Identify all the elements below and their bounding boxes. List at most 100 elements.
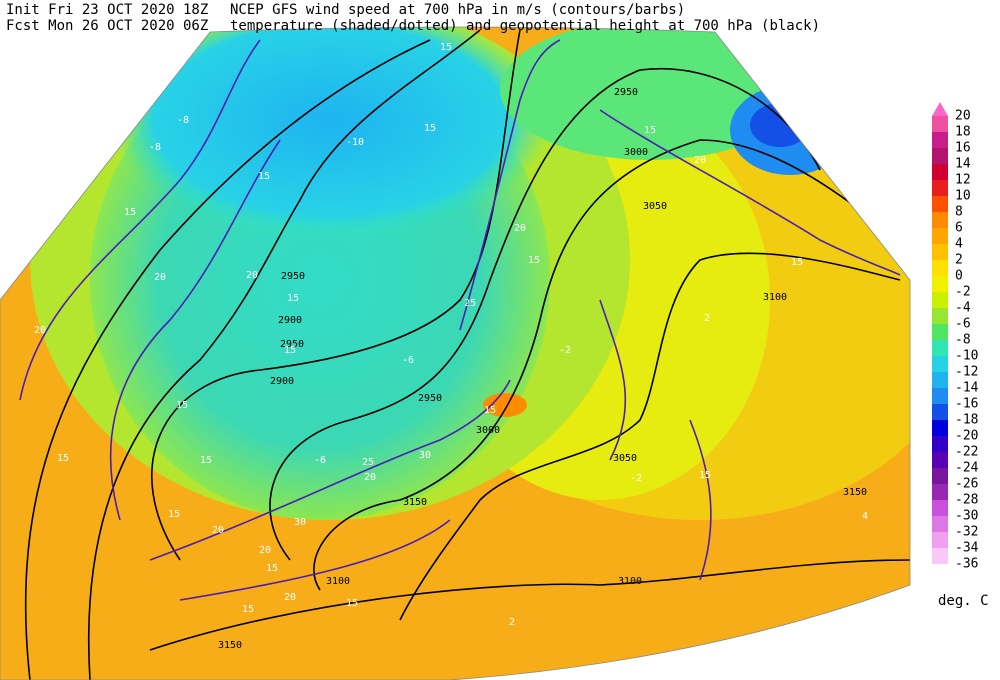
height-label: 2950 bbox=[281, 271, 305, 282]
height-label: 3100 bbox=[326, 576, 350, 587]
height-label: 3150 bbox=[843, 487, 867, 498]
temperature-label: -2 bbox=[630, 473, 642, 484]
height-label: 2950 bbox=[614, 87, 638, 98]
colorbar-swatch bbox=[932, 500, 948, 516]
wind-contours bbox=[19, 39, 901, 601]
height-label: 3100 bbox=[618, 576, 642, 587]
colorbar-label: 6 bbox=[955, 221, 963, 236]
colorbar-swatch bbox=[932, 148, 948, 164]
wind-label: 20 bbox=[34, 325, 46, 336]
wind-label: 15 bbox=[484, 405, 496, 416]
colorbar-label: -8 bbox=[955, 333, 971, 348]
colorbar-label: 10 bbox=[955, 189, 971, 204]
colorbar-swatch bbox=[932, 404, 948, 420]
colorbar-label: 20 bbox=[955, 109, 971, 124]
colorbar-label: -24 bbox=[955, 461, 979, 476]
title-line: temperature (shaded/dotted) and geopoten… bbox=[230, 18, 820, 34]
colorbar-label: 18 bbox=[955, 125, 971, 140]
wind-label: 15 bbox=[440, 42, 452, 53]
colorbar-label: -16 bbox=[955, 397, 978, 412]
wind-label: 15 bbox=[57, 453, 69, 464]
height-label: 3000 bbox=[476, 425, 500, 436]
temperature-label: -2 bbox=[559, 345, 571, 356]
wind-label: 20 bbox=[694, 155, 706, 166]
wind-label: 30 bbox=[419, 450, 431, 461]
temperature-label: -10 bbox=[346, 137, 364, 148]
fcst-label: Fcst Mon 26 OCT 2020 06Z bbox=[6, 18, 208, 34]
height-label: 3050 bbox=[613, 453, 637, 464]
height-label: 2950 bbox=[418, 393, 442, 404]
colorbar-swatch bbox=[932, 212, 948, 228]
wind-label: 15 bbox=[284, 345, 296, 356]
wind-label: 15 bbox=[644, 125, 656, 136]
temperature-label: -8 bbox=[177, 115, 189, 126]
colorbar-label: -30 bbox=[955, 509, 978, 524]
height-label: 3150 bbox=[218, 640, 242, 651]
colorbar-swatch bbox=[932, 180, 948, 196]
colorbar-swatch bbox=[932, 308, 948, 324]
wind-label: 15 bbox=[287, 293, 299, 304]
wind-label: 25 bbox=[464, 298, 476, 309]
colorbar-label: -10 bbox=[955, 349, 978, 364]
colorbar-swatch bbox=[932, 228, 948, 244]
temperature-label: -6 bbox=[402, 355, 414, 366]
wind-label: 15 bbox=[791, 257, 803, 268]
wind-label: 15 bbox=[242, 604, 254, 615]
colorbar-swatch bbox=[932, 532, 948, 548]
colorbar-label: 12 bbox=[955, 173, 971, 188]
temperature-label: -6 bbox=[314, 455, 326, 466]
temperature-label: 2 bbox=[509, 617, 515, 628]
temperature-label: -8 bbox=[149, 142, 161, 153]
colorbar-label: -6 bbox=[955, 317, 971, 332]
colorbar-label: 14 bbox=[955, 157, 971, 172]
height-label: 3000 bbox=[624, 147, 648, 158]
colorbar-swatch bbox=[932, 324, 948, 340]
wind-label: 15 bbox=[200, 455, 212, 466]
colorbar-label: 0 bbox=[955, 269, 963, 284]
map-labels: 2950 3000 3050 3100 3150 3100 3050 3000 2950 2900… bbox=[34, 42, 868, 651]
height-label: 2950 bbox=[280, 339, 304, 350]
wind-label: 20 bbox=[212, 525, 224, 536]
wind-label: 15 bbox=[168, 509, 180, 520]
colorbar-label: -18 bbox=[955, 413, 978, 428]
colorbar-unit: deg. C bbox=[938, 593, 989, 609]
wind-label: 20 bbox=[514, 223, 526, 234]
colorbar-swatch bbox=[932, 276, 948, 292]
wind-label: 15 bbox=[528, 255, 540, 266]
height-label: 3150 bbox=[403, 497, 427, 508]
wind-label: 20 bbox=[364, 472, 376, 483]
temperature-field bbox=[500, 27, 800, 160]
map-border bbox=[0, 26, 911, 680]
colorbar-swatch bbox=[932, 516, 948, 532]
wind-label: 25 bbox=[362, 457, 374, 468]
wind-label: 15 bbox=[266, 563, 278, 574]
height-label: 3100 bbox=[763, 292, 787, 303]
colorbar-label: -4 bbox=[955, 301, 971, 316]
colorbar-label: 2 bbox=[955, 253, 963, 268]
colorbar-label: -20 bbox=[955, 429, 978, 444]
wind-label: 20 bbox=[154, 272, 166, 283]
colorbar: 20181614121086420-2-4-6-8-10-12-14-16-18… bbox=[932, 102, 979, 572]
colorbar-swatch bbox=[932, 132, 948, 148]
temperature-label: 2 bbox=[704, 313, 710, 324]
height-label: 2900 bbox=[278, 315, 302, 326]
wind-label: 20 bbox=[284, 592, 296, 603]
colorbar-swatch bbox=[932, 484, 948, 500]
wind-label: 30 bbox=[294, 517, 306, 528]
wind-label: 15 bbox=[424, 123, 436, 134]
colorbar-label: 8 bbox=[955, 205, 963, 220]
wind-label: 20 bbox=[246, 270, 258, 281]
colorbar-swatch bbox=[932, 548, 948, 564]
colorbar-label: -22 bbox=[955, 445, 978, 460]
colorbar-swatch bbox=[932, 436, 948, 452]
colorbar-swatch bbox=[932, 340, 948, 356]
colorbar-swatch bbox=[932, 260, 948, 276]
colorbar-swatch bbox=[932, 420, 948, 436]
colorbar-label: -32 bbox=[955, 525, 978, 540]
colorbar-label: -28 bbox=[955, 493, 978, 508]
colorbar-swatch bbox=[932, 196, 948, 212]
temperature-field bbox=[750, 103, 810, 147]
height-contours bbox=[24, 29, 910, 680]
colorbar-label: -14 bbox=[955, 381, 979, 396]
